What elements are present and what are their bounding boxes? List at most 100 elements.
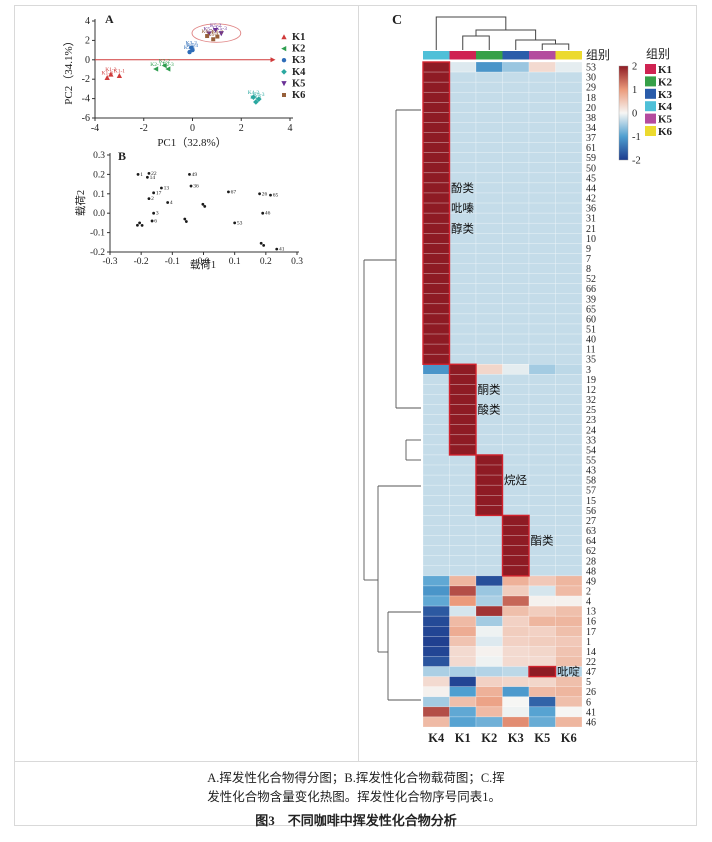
heatmap-cell bbox=[475, 444, 503, 456]
heatmap-cell bbox=[555, 364, 583, 375]
heatmap-cell bbox=[528, 515, 556, 526]
heatmap-cell bbox=[502, 384, 530, 395]
c-legend-swatch-k3 bbox=[645, 88, 656, 99]
heatmap-row-label: 54 bbox=[586, 445, 596, 456]
a-point-label: K6-1 bbox=[208, 32, 220, 38]
heatmap-cell bbox=[422, 283, 450, 294]
heatmap-cell bbox=[502, 152, 530, 164]
heatmap-cell bbox=[555, 656, 583, 667]
a-legend-marker-k4 bbox=[281, 69, 287, 75]
heatmap-cell bbox=[422, 424, 450, 436]
heatmap-cell bbox=[502, 112, 530, 123]
heatmap-cell bbox=[422, 545, 450, 556]
a-zero-line-arrow bbox=[270, 57, 276, 63]
heatmap-cell bbox=[528, 454, 556, 466]
b-y-tick-label: -0.1 bbox=[90, 229, 105, 239]
heatmap-cell bbox=[502, 122, 530, 133]
heatmap-cell bbox=[528, 676, 556, 687]
b-point-label: 1 bbox=[140, 172, 143, 178]
a-x-tick-label: 0 bbox=[190, 123, 195, 134]
b-point-label: 22 bbox=[151, 171, 157, 177]
heatmap-column-label: K5 bbox=[534, 731, 550, 745]
a-point-label: K4-1 bbox=[250, 95, 262, 101]
heatmap-cell bbox=[555, 71, 583, 83]
a-legend-label: K5 bbox=[292, 78, 305, 89]
heatmap-cell bbox=[422, 495, 450, 506]
dendrogram-link bbox=[475, 29, 537, 40]
heatmap-cell bbox=[422, 394, 450, 405]
heatmap-class-annotation: 吡啶 bbox=[557, 665, 580, 679]
heatmap-cell bbox=[475, 162, 503, 174]
heatmap-cell bbox=[502, 233, 530, 244]
heatmap-cell bbox=[475, 495, 503, 506]
heatmap-cell bbox=[555, 333, 583, 345]
heatmap-cell bbox=[449, 696, 477, 708]
b-x-axis-title: 载荷1 bbox=[190, 259, 216, 271]
heatmap-row-label: 62 bbox=[586, 546, 596, 557]
heatmap-row-label: 65 bbox=[586, 304, 596, 315]
heatmap-cell bbox=[502, 716, 530, 728]
heatmap-cell bbox=[528, 484, 556, 496]
heatmap-cell bbox=[422, 585, 450, 597]
heatmap-highlight-block bbox=[422, 61, 451, 365]
heatmap-cell bbox=[422, 636, 450, 647]
caption-line-2: 发性化合物含量变化热图。挥发性化合物序号同表1。 bbox=[207, 790, 501, 804]
heatmap-cell bbox=[475, 182, 503, 194]
heatmap-cell bbox=[555, 273, 583, 284]
heatmap-cell bbox=[449, 313, 477, 325]
a-series-k5: K5-2K5-1 K5-3 bbox=[203, 23, 227, 37]
heatmap-cell bbox=[555, 81, 583, 93]
heatmap-cell bbox=[475, 323, 503, 335]
heatmap-cell bbox=[449, 172, 477, 184]
heatmap-cell bbox=[555, 625, 583, 637]
heatmap-cell bbox=[528, 424, 556, 436]
a-point-label: K4-3 bbox=[253, 92, 265, 98]
c-group-annotation-cell bbox=[449, 51, 476, 60]
heatmap-column-label: K3 bbox=[508, 731, 524, 745]
heatmap-cell bbox=[555, 353, 583, 365]
heatmap-cell bbox=[449, 716, 477, 728]
heatmap-cell bbox=[555, 394, 583, 405]
heatmap-cell bbox=[555, 696, 583, 708]
heatmap-cell bbox=[422, 535, 450, 546]
heatmap-cell bbox=[475, 202, 503, 214]
heatmap-cell bbox=[528, 132, 556, 143]
a-point-label: K6-3 bbox=[201, 29, 213, 35]
b-data-point bbox=[160, 186, 163, 190]
heatmap-cell bbox=[475, 132, 503, 143]
heatmap-cell bbox=[502, 424, 530, 436]
a-y-tick-label: -6 bbox=[82, 113, 90, 124]
b-data-point bbox=[147, 172, 151, 175]
colorbar-tick-label: 0 bbox=[632, 109, 637, 120]
a-data-point bbox=[104, 74, 110, 80]
a-data-point bbox=[215, 34, 220, 39]
heatmap-cell bbox=[555, 303, 583, 315]
heatmap-row-label: 28 bbox=[586, 556, 596, 567]
caption-divider bbox=[14, 761, 698, 762]
heatmap-cell bbox=[555, 202, 583, 214]
b-y-tick-label: -0.2 bbox=[90, 248, 105, 258]
heatmap-cell bbox=[475, 102, 503, 113]
c-legend-swatch-k6 bbox=[645, 126, 656, 136]
heatmap-cell bbox=[422, 202, 450, 214]
panel-b-label: B bbox=[118, 149, 126, 163]
heatmap-cell bbox=[449, 414, 477, 425]
dendrogram-link bbox=[462, 35, 490, 50]
heatmap-cell bbox=[449, 686, 477, 698]
colorbar bbox=[618, 65, 629, 161]
heatmap-cell bbox=[555, 404, 583, 415]
heatmap-cell bbox=[475, 646, 503, 657]
heatmap-cell bbox=[528, 706, 556, 718]
heatmap-cell bbox=[449, 555, 477, 567]
b-data-point bbox=[147, 197, 151, 201]
heatmap-cell bbox=[475, 71, 503, 83]
heatmap-cell bbox=[475, 91, 503, 103]
heatmap-cell bbox=[422, 152, 450, 164]
heatmap-cell bbox=[422, 575, 450, 587]
heatmap-cell bbox=[555, 132, 583, 143]
b-point-label: 46 bbox=[265, 211, 271, 217]
heatmap-class-annotation: 醇类 bbox=[451, 221, 474, 235]
heatmap-cell bbox=[475, 142, 503, 153]
a-y-tick-label: 4 bbox=[85, 16, 90, 27]
heatmap-cell bbox=[528, 636, 556, 647]
